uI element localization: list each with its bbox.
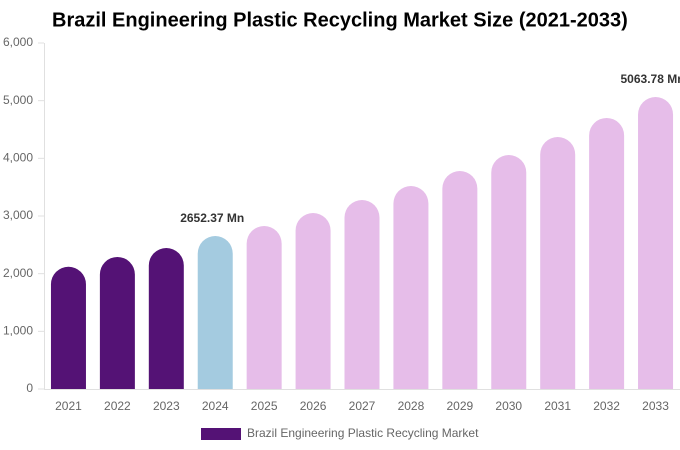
bar [344, 200, 380, 389]
x-tick-label: 2025 [251, 399, 278, 413]
x-tick-label: 2031 [544, 399, 571, 413]
bar [540, 136, 576, 389]
bar [197, 236, 233, 389]
x-tick-label: 2028 [398, 399, 425, 413]
bar [442, 171, 478, 389]
x-tick-label: 2026 [300, 399, 327, 413]
bar [246, 226, 282, 389]
y-tick-label: 0 [26, 381, 33, 395]
legend-label: Brazil Engineering Plastic Recycling Mar… [247, 426, 479, 440]
x-tick-label: 2032 [593, 399, 620, 413]
x-tick-label: 2024 [202, 399, 229, 413]
chart-title: Brazil Engineering Plastic Recycling Mar… [52, 9, 628, 31]
y-tick-label: 4,000 [3, 151, 33, 165]
bar [99, 256, 135, 389]
value-label: 2652.37 Mn [180, 211, 244, 225]
x-tick-label: 2022 [104, 399, 131, 413]
bar [295, 213, 331, 389]
bar [148, 248, 184, 389]
x-tick-label: 2030 [495, 399, 522, 413]
y-tick-label: 1,000 [3, 324, 33, 338]
x-tick-label: 2027 [349, 399, 376, 413]
value-label: 5063.78 Mn [621, 72, 680, 86]
x-tick-label: 2023 [153, 399, 180, 413]
bar [393, 186, 429, 389]
y-tick-label: 6,000 [3, 35, 33, 49]
bar [589, 117, 625, 389]
bar [491, 154, 527, 389]
y-tick-label: 5,000 [3, 93, 33, 107]
bar [50, 266, 86, 389]
x-tick-label: 2021 [55, 399, 82, 413]
x-tick-label: 2029 [446, 399, 473, 413]
x-tick-label: 2033 [642, 399, 669, 413]
legend-swatch [201, 428, 241, 440]
y-tick-label: 3,000 [3, 208, 33, 222]
y-tick-label: 2,000 [3, 266, 33, 280]
bar [638, 96, 674, 390]
